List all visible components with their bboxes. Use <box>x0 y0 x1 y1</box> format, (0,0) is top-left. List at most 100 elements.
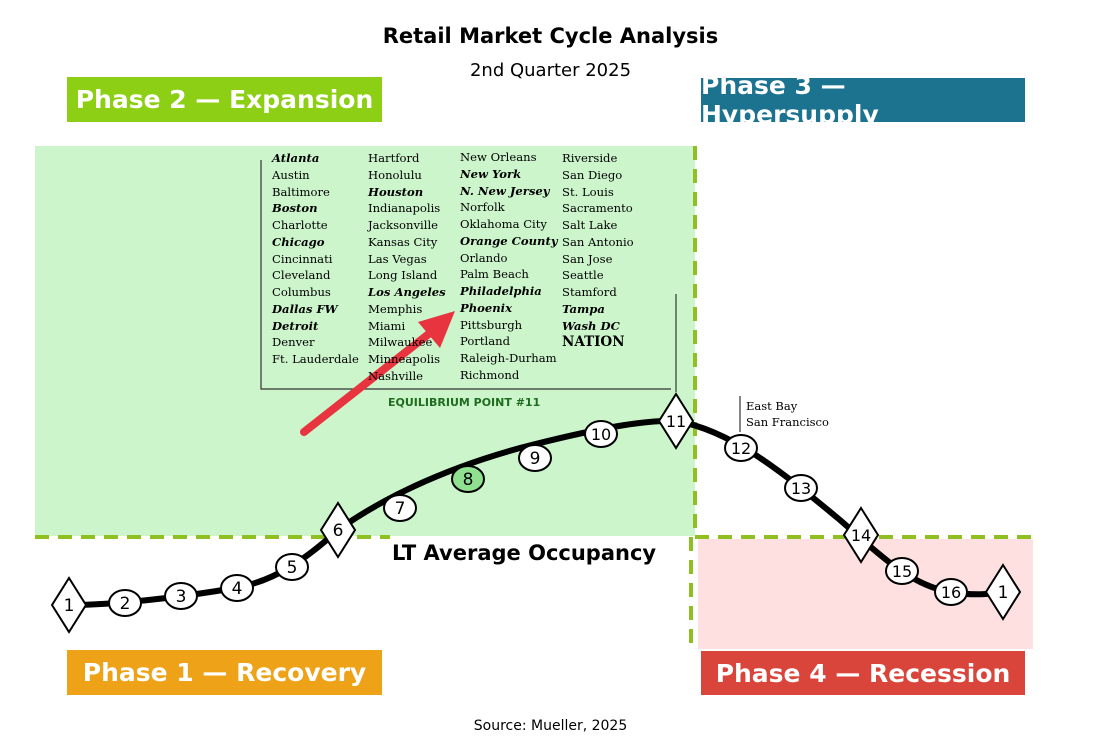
market-name: Orange County <box>460 233 558 248</box>
diagram-subtitle: 2nd Quarter 2025 <box>469 60 632 81</box>
market-name: Phoenix <box>460 300 513 315</box>
market-name: Riverside <box>562 151 618 165</box>
market-name: Tampa <box>562 301 605 316</box>
market-column-2: Hartford Honolulu Houston Indianapolis Jacks… <box>368 150 446 385</box>
phase-1-label: Phase 1 — Recovery <box>67 650 382 695</box>
market-name: Richmond <box>460 367 520 382</box>
market-name: Norfolk <box>460 200 505 215</box>
market-name: Milwaukee <box>368 335 433 350</box>
market-name: Los Angeles <box>368 285 446 299</box>
market-name: Dallas FW <box>272 301 338 316</box>
market-name: Baltimore <box>272 184 330 199</box>
market-name: San Diego <box>562 167 623 182</box>
cycle-point-1: 1 <box>984 563 1022 621</box>
market-name: Wash DC <box>562 318 620 333</box>
cycle-point-4: 4 <box>220 574 254 602</box>
circle-marker <box>934 578 968 606</box>
market-name: San Antonio <box>562 234 634 249</box>
market-name: Boston <box>272 201 318 216</box>
market-name: Salt Lake <box>562 218 618 232</box>
diamond-marker <box>984 563 1022 621</box>
cycle-point-15: 15 <box>885 557 919 585</box>
cycle-point-label: 6 <box>333 521 344 541</box>
market-name: Seattle <box>562 268 604 283</box>
market-name: Denver <box>272 335 315 350</box>
phase-4-label: Phase 4 — Recession <box>701 651 1025 695</box>
market-name: Memphis <box>368 301 423 316</box>
cycle-point-6: 6 <box>319 501 357 559</box>
market-column-1: Atlanta Austin Baltimore Boston Charlotte Chi… <box>272 150 359 368</box>
circle-marker <box>164 582 198 610</box>
cycle-point-label: 9 <box>530 449 541 469</box>
point-12-markets: East Bay San Francisco <box>746 398 829 430</box>
circle-marker <box>518 444 552 472</box>
market-name: N. New Jersey <box>460 183 550 198</box>
cycle-point-label: 15 <box>892 562 912 581</box>
arrow-shaft <box>300 329 434 436</box>
cycle-point-2: 2 <box>108 589 142 617</box>
market-name: Cleveland <box>272 268 331 283</box>
diamond-marker <box>657 392 695 450</box>
phase-2-label: Phase 2 — Expansion <box>67 77 382 122</box>
expansion-region <box>35 146 695 536</box>
diamond-marker <box>842 506 880 564</box>
point-12-market: San Francisco <box>746 415 829 429</box>
cycle-point-label: 13 <box>791 479 811 498</box>
market-name: Atlanta <box>272 151 320 165</box>
cycle-point-10: 10 <box>584 420 618 448</box>
circle-marker <box>584 420 618 448</box>
market-name: Oklahoma City <box>460 217 547 231</box>
cycle-point-5: 5 <box>275 553 309 581</box>
cycle-point-14: 14 <box>842 506 880 564</box>
market-name: Portland <box>460 334 511 349</box>
market-column-3: New Orleans New York N. New Jersey Norfolk O… <box>460 149 558 384</box>
cycle-point-11: 11 <box>657 392 695 450</box>
market-name: Miami <box>368 318 406 333</box>
market-name: Minneapolis <box>368 352 441 366</box>
market-name: St. Louis <box>562 184 614 199</box>
market-name: Palm Beach <box>460 267 529 282</box>
market-name: Sacramento <box>562 201 633 216</box>
market-name: NATION <box>562 334 625 351</box>
cycle-point-label: 1 <box>64 596 75 616</box>
market-name: Las Vegas <box>368 251 427 266</box>
market-name: Charlotte <box>272 218 328 232</box>
market-name: Austin <box>272 167 310 182</box>
circle-marker <box>220 574 254 602</box>
point-12-market: East Bay <box>746 399 798 413</box>
phase-3-label: Phase 3 — Hypersupply <box>701 71 1025 129</box>
circle-marker <box>451 465 485 493</box>
market-name: Detroit <box>272 318 319 333</box>
market-name: Long Island <box>368 268 438 283</box>
cycle-point-9: 9 <box>518 444 552 472</box>
market-name: Honolulu <box>368 167 422 182</box>
cycle-point-label: 3 <box>176 587 187 607</box>
market-column-4: Riverside San Diego St. Louis Sacramento Sal… <box>562 150 634 351</box>
arrow-head <box>418 311 455 348</box>
market-name: Houston <box>368 184 424 199</box>
circle-marker <box>275 553 309 581</box>
circle-marker <box>108 589 142 617</box>
market-name: Columbus <box>272 285 331 299</box>
cycle-point-label: 1 <box>998 583 1009 603</box>
cycle-point-label: 12 <box>731 439 751 458</box>
cycle-point-label: 10 <box>591 425 611 444</box>
circle-marker <box>383 494 417 522</box>
market-name: Orlando <box>460 250 508 265</box>
cycle-point-1: 1 <box>50 576 88 634</box>
circle-marker <box>724 434 758 462</box>
equilibrium-label: EQUILIBRIUM POINT #11 <box>388 396 541 409</box>
market-name: New Orleans <box>460 150 537 164</box>
market-name: Cincinnati <box>272 251 333 266</box>
cycle-point-label: 2 <box>120 594 131 614</box>
market-name: Pittsburgh <box>460 317 523 332</box>
market-name: Jacksonville <box>368 218 439 232</box>
market-name: Raleigh-Durham <box>460 351 557 365</box>
cycle-point-label: 8 <box>463 470 474 490</box>
market-name: Stamford <box>562 285 617 299</box>
circle-marker <box>885 557 919 585</box>
market-name: New York <box>460 166 522 181</box>
market-name: Chicago <box>272 234 325 249</box>
cycle-point-13: 13 <box>784 474 818 502</box>
